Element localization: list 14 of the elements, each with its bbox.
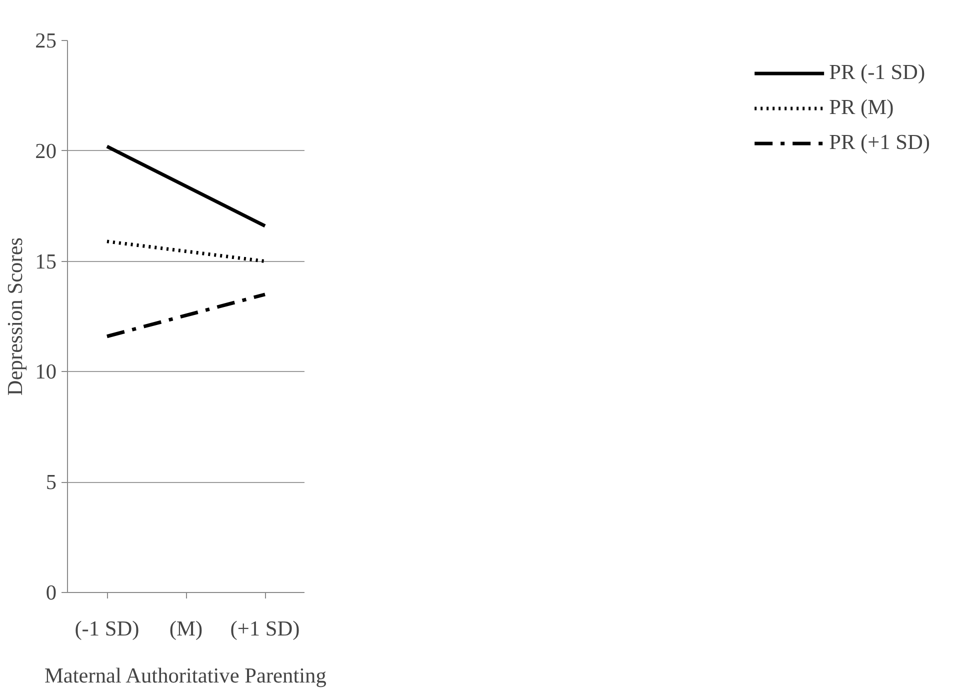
x-tick-label: (M)	[169, 616, 203, 640]
x-axis-title: Maternal Authoritative Parenting	[44, 664, 327, 688]
legend-label: PR (M)	[829, 95, 894, 120]
y-tick-label: 10	[35, 360, 56, 384]
y-tick-label: 5	[46, 470, 57, 494]
x-tick-label: (+1 SD)	[230, 616, 300, 640]
x-tick-label: (-1 SD)	[74, 616, 140, 640]
y-tick-label: 20	[35, 138, 56, 163]
y-tick-label: 15	[35, 249, 56, 274]
legend-label: PR (+1 SD)	[829, 130, 930, 155]
y-axis-title: Depression Scores	[3, 237, 28, 396]
y-tick-label: 0	[46, 580, 57, 604]
y-tick-label: 25	[35, 28, 56, 52]
legend-label: PR (-1 SD)	[829, 60, 926, 85]
